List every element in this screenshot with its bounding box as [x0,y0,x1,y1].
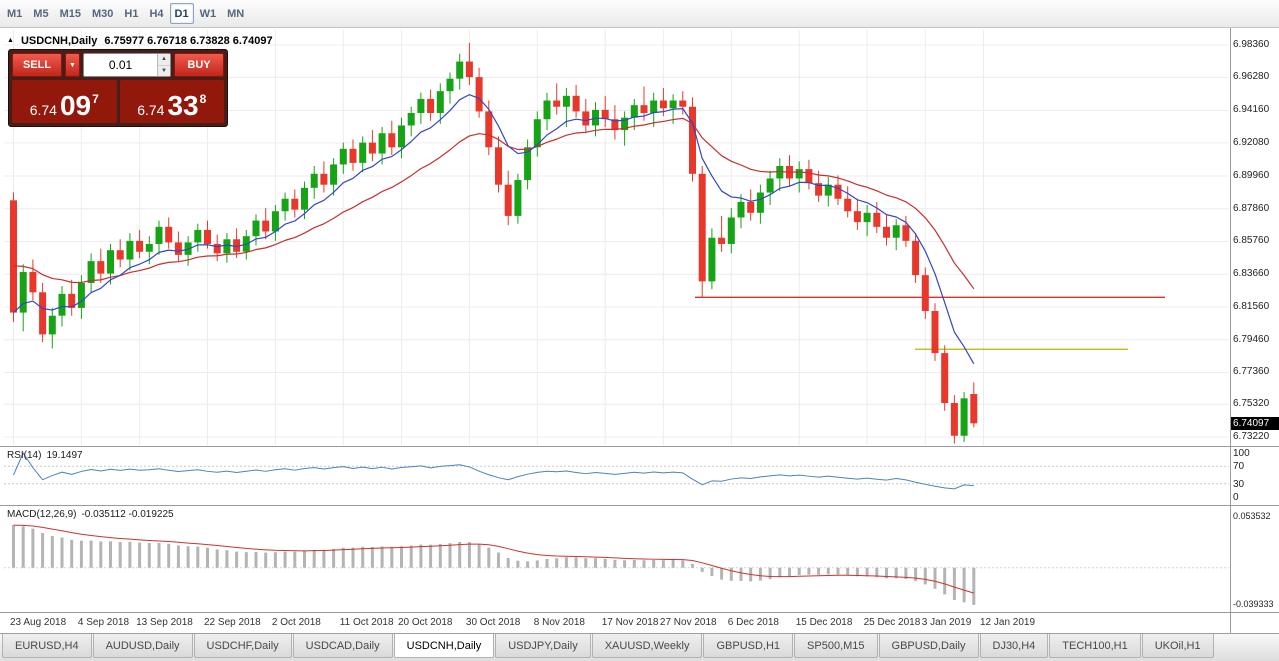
date-axis-label: 30 Oct 2018 [465,617,521,628]
date-axis-label: 2 Oct 2018 [271,617,321,628]
macd-histogram [12,525,976,605]
volume-decrease-button[interactable]: ▼ [158,66,170,76]
current-price-badge: 6.74097 [1231,416,1279,430]
date-axis-label: 23 Aug 2018 [10,617,67,628]
date-axis-label: 3 Jan 2019 [921,617,972,628]
chart-symbol-label: USDCNH,Daily [20,35,98,47]
timeframe-m30[interactable]: M30 [91,7,114,20]
sell-price-point: 7 [92,92,99,106]
timeframe-m1[interactable]: M1 [7,7,23,20]
one-click-trading-panel: SELL ▼ 0.01 ▲ ▼ BUY 6.74 09 7 6.74 33 8 [8,49,228,127]
macd-name: MACD(12,26,9) [7,509,77,520]
timeframe-m5[interactable]: M5 [33,7,49,20]
tab-usdjpy-daily[interactable]: USDJPY,Daily [495,634,591,658]
timeframe-h1[interactable]: H1 [124,7,139,20]
volume-stepper[interactable]: 0.01 ▲ ▼ [83,53,171,77]
price-axis-label: 6.96280 [1233,71,1270,83]
sell-price-base: 6.74 [29,102,57,119]
tab-dj30-h4[interactable]: DJ30,H4 [979,634,1049,658]
tab-audusd-daily[interactable]: AUDUSD,Daily [92,634,193,658]
date-axis-label: 27 Nov 2018 [659,617,717,628]
date-axis-label: 8 Nov 2018 [533,617,585,628]
sell-button[interactable]: SELL [12,53,62,77]
symbol-marker-icon: ▲ [7,37,14,44]
date-axis-label: 13 Sep 2018 [136,617,193,628]
timeframe-d1[interactable]: D1 [169,3,194,24]
price-axis-label: 6.89960 [1233,169,1270,181]
tab-gbpusd-h1[interactable]: GBPUSD,H1 [703,634,794,658]
volume-value[interactable]: 0.01 [108,58,133,72]
volume-spin-buttons: ▲ ▼ [157,54,170,76]
price-axis[interactable]: 6.98360 6.96280 6.94160 6.92080 6.89960 6.878… [1232,28,1279,633]
price-axis-label: 6.85760 [1233,235,1270,247]
rsi-axis-label: 70 [1233,461,1245,473]
price-axis-label: 6.87860 [1233,202,1270,214]
rsi-name: RSI(14) [7,450,42,461]
timeframe-w1[interactable]: W1 [199,7,217,20]
price-axis-label: 6.92080 [1233,136,1270,148]
rsi-label: RSI(14) 19.1497 [7,450,83,461]
buy-price-pips: 33 [167,90,199,122]
tab-gbpusd-daily[interactable]: GBPUSD,Daily [878,634,979,658]
date-axis-label: 20 Oct 2018 [398,617,453,628]
macd-label: MACD(12,26,9) -0.035112 -0.019225 [7,509,174,520]
price-axis-label: 6.94160 [1233,104,1270,116]
price-axis-label: 6.75320 [1233,398,1270,410]
chart-title: ▲ USDCNH,Daily 6.75977 6.76718 6.73828 6… [7,35,273,47]
date-axis-label: 6 Dec 2018 [727,617,779,628]
ma-slow-line [13,117,975,290]
timeframe-m15[interactable]: M15 [59,7,81,20]
price-axis-label: 6.73220 [1233,431,1270,442]
price-axis-label: 6.77360 [1233,366,1270,378]
sell-price-pips: 09 [59,90,92,122]
tab-usdcad-daily[interactable]: USDCAD,Daily [292,634,393,658]
rsi-line [13,452,974,490]
tab-sp500-m15[interactable]: SP500,M15 [794,634,878,658]
rsi-value: 19.1497 [46,450,83,461]
macd-axis-top-label: 0.053532 [1233,511,1271,521]
macd-signal-line [13,524,974,594]
tab-ukoil-h1[interactable]: UKOil,H1 [1141,634,1214,658]
order-type-dropdown[interactable]: ▼ [65,53,80,77]
tab-tech100-h1[interactable]: TECH100,H1 [1049,634,1141,658]
sell-price-display[interactable]: 6.74 09 7 [12,80,117,123]
volume-increase-button[interactable]: ▲ [158,54,170,66]
rsi-axis-label: 0 [1233,492,1239,503]
price-axis-label: 6.79460 [1233,333,1270,345]
price-axis-label: 6.83660 [1233,268,1270,280]
tab-usdcnh-daily[interactable]: USDCNH,Daily [393,634,495,658]
tab-xauusd-weekly[interactable]: XAUUSD,Weekly [591,634,703,658]
timeframe-buttons: M1 M5 M15 M30 H1 H4 D1 W1 MN [2,3,249,24]
candles-group [10,42,978,444]
price-axis-label: 6.98360 [1233,39,1270,50]
tab-eurusd-h4[interactable]: EURUSD,H4 [2,634,92,658]
date-axis-label: 17 Nov 2018 [601,617,659,628]
date-axis-label: 22 Sep 2018 [204,617,261,628]
timeframe-mn[interactable]: MN [227,7,245,20]
chart-ohlc-values: 6.75977 6.76718 6.73828 6.74097 [104,35,273,47]
timeframe-h4[interactable]: H4 [149,7,164,20]
date-axis-label: 4 Sep 2018 [77,617,130,628]
macd-axis-bottom-label: -0.039333 [1233,599,1274,609]
buy-price-base: 6.74 [137,102,165,119]
tab-usdchf-daily[interactable]: USDCHF,Daily [193,634,292,658]
date-axis-label: 25 Dec 2018 [863,617,921,628]
date-axis-label: 12 Jan 2019 [980,617,1036,628]
price-axis-label: 6.81560 [1233,300,1270,312]
buy-price-display[interactable]: 6.74 33 8 [119,80,224,123]
date-axis-label: 15 Dec 2018 [795,617,853,628]
macd-values: -0.035112 -0.019225 [81,509,174,520]
chart-tabbar: EURUSD,H4 AUDUSD,Daily USDCHF,Daily USDCAD,… [0,633,1279,661]
buy-button[interactable]: BUY [174,53,224,77]
rsi-axis-label: 30 [1233,478,1245,490]
buy-price-point: 8 [199,92,207,106]
rsi-axis-label: 100 [1233,448,1250,459]
timeframe-toolbar: M1 M5 M15 M30 H1 H4 D1 W1 MN [0,0,1279,28]
date-axis-label: 11 Oct 2018 [339,617,394,628]
ma-fast-line [13,94,975,365]
